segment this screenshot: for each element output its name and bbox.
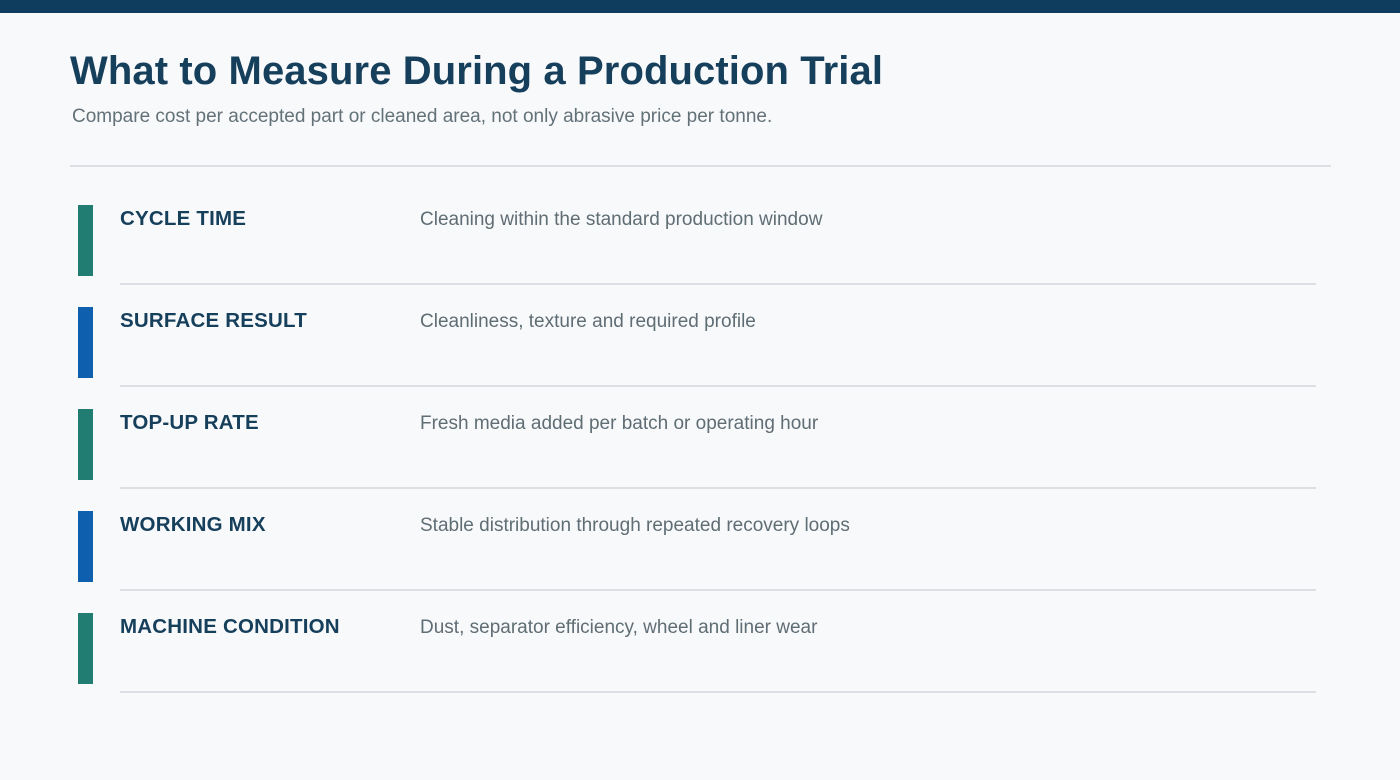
row-divider [120,589,1316,591]
accent-bar [78,409,93,480]
metric-description: Cleanliness, texture and required profil… [420,311,756,332]
metric-label: WORKING MIX [120,513,266,536]
metric-row-machine-condition: MACHINE CONDITION Dust, separator effici… [0,613,1400,715]
row-divider [120,385,1316,387]
row-divider [120,283,1316,285]
header-divider [70,165,1331,167]
metric-label: TOP-UP RATE [120,411,259,434]
metric-description: Stable distribution through repeated rec… [420,515,850,536]
row-divider [120,691,1316,693]
accent-bar [78,307,93,378]
metric-row-surface-result: SURFACE RESULT Cleanliness, texture and … [0,307,1400,409]
row-divider [120,487,1316,489]
accent-bar [78,511,93,582]
metric-description: Cleaning within the standard production … [420,209,823,230]
page-subtitle: Compare cost per accepted part or cleane… [72,106,773,127]
metric-label: MACHINE CONDITION [120,615,340,638]
metric-row-working-mix: WORKING MIX Stable distribution through … [0,511,1400,613]
metric-row-top-up-rate: TOP-UP RATE Fresh media added per batch … [0,409,1400,511]
metric-label: CYCLE TIME [120,207,247,230]
accent-bar [78,613,93,684]
page-title: What to Measure During a Production Tria… [70,49,884,93]
metric-label: SURFACE RESULT [120,309,307,332]
accent-bar [78,205,93,276]
metric-row-cycle-time: CYCLE TIME Cleaning within the standard … [0,205,1400,307]
metric-description: Dust, separator efficiency, wheel and li… [420,617,818,638]
metric-description: Fresh media added per batch or operating… [420,413,819,434]
top-accent-bar [0,0,1400,13]
